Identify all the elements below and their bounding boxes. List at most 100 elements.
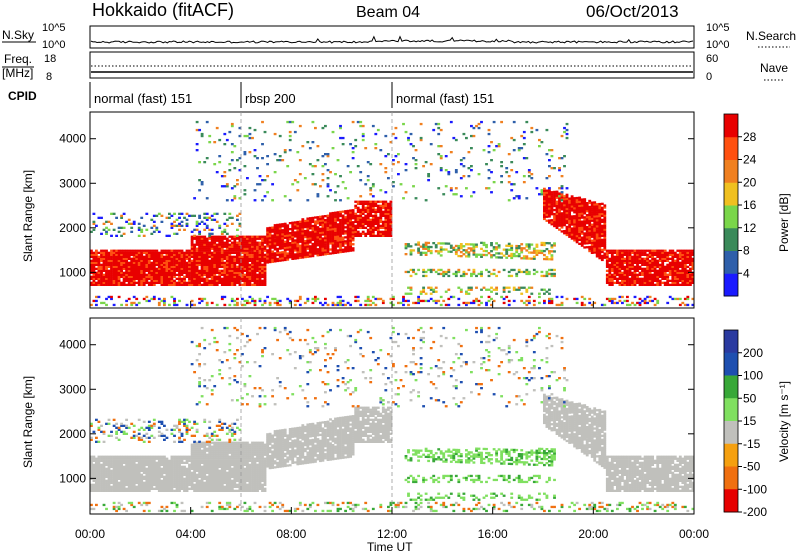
power-cell <box>633 279 637 282</box>
power-cell <box>676 281 680 284</box>
velocity-cell <box>105 463 108 466</box>
power-cell <box>568 199 572 202</box>
power-cell <box>203 271 207 274</box>
power-cell <box>563 206 566 209</box>
power-cell <box>558 200 561 203</box>
power-cell <box>341 181 345 184</box>
power-cell <box>565 197 569 201</box>
power-cell <box>359 171 363 174</box>
power-cell <box>281 239 285 242</box>
power-cell <box>293 227 297 230</box>
power-cell <box>157 281 161 284</box>
power-cell <box>324 153 327 156</box>
power-cell <box>122 275 126 278</box>
power-cell <box>238 279 242 282</box>
power-cell <box>198 301 202 305</box>
power-cell <box>550 193 554 196</box>
power-cell <box>110 281 113 284</box>
power-cell <box>676 297 680 301</box>
power-cell <box>150 249 154 252</box>
power-cell <box>170 255 174 258</box>
power-cell <box>517 147 521 150</box>
power-cell <box>165 273 169 276</box>
power-cell <box>273 246 277 249</box>
power-cell <box>266 191 270 194</box>
power-cell <box>256 237 259 240</box>
velocity-cell <box>107 465 111 468</box>
power-cell <box>256 235 259 238</box>
power-cell <box>404 270 408 274</box>
power-cell <box>135 259 139 262</box>
power-cell <box>238 235 242 238</box>
power-cell <box>490 256 493 259</box>
power-cell <box>686 249 690 252</box>
power-cell <box>344 240 348 243</box>
power-cell <box>223 212 227 215</box>
power-cell <box>298 256 302 259</box>
power-cell <box>248 263 252 266</box>
velocity-cell <box>110 485 113 488</box>
power-cell <box>339 242 342 246</box>
power-cell <box>256 241 259 244</box>
power-cell <box>613 277 617 280</box>
velocity-cell <box>102 440 106 443</box>
power-cell <box>495 286 499 289</box>
power-cell <box>178 277 181 280</box>
power-cell <box>522 175 526 178</box>
power-cell <box>163 251 166 254</box>
power-cell <box>570 233 574 236</box>
power-cell <box>261 237 264 240</box>
power-cell <box>550 274 554 278</box>
power-cell <box>198 230 202 233</box>
power-cell <box>248 271 252 274</box>
power-cell <box>361 134 365 138</box>
power-cell <box>326 155 330 158</box>
power-cell <box>135 273 139 276</box>
power-cell <box>228 249 232 252</box>
power-cell <box>608 283 612 286</box>
power-cell <box>115 273 119 276</box>
power-cell <box>198 269 202 272</box>
power-cell <box>631 257 634 260</box>
power-cell <box>510 256 514 260</box>
power-cell <box>92 212 96 215</box>
power-cell <box>628 263 632 266</box>
power-cell <box>472 251 476 254</box>
velocity-cell <box>115 461 119 464</box>
power-cell <box>470 124 473 128</box>
power-cell <box>673 281 677 284</box>
power-cell <box>417 301 421 305</box>
power-cell <box>638 265 642 268</box>
power-cell <box>603 232 607 235</box>
power-cell <box>668 265 672 268</box>
power-cell <box>102 277 106 280</box>
power-cell <box>190 245 194 248</box>
power-cell <box>205 212 209 215</box>
power-cell <box>397 161 400 164</box>
power-cell <box>120 257 124 260</box>
power-cell <box>636 275 639 278</box>
power-cell <box>160 253 164 256</box>
power-cell <box>402 295 405 299</box>
power-cell <box>598 216 602 220</box>
power-cell <box>145 253 149 256</box>
velocity-cell <box>102 461 106 464</box>
power-cell <box>598 243 602 246</box>
power-cell <box>371 208 375 211</box>
power-cell <box>102 257 106 260</box>
power-cell <box>600 240 604 243</box>
velocity-cell <box>120 469 124 472</box>
velocity-cell <box>92 485 96 488</box>
power-cell <box>286 234 290 237</box>
power-cell <box>600 238 604 241</box>
power-cell <box>412 270 415 274</box>
power-cell <box>160 279 164 282</box>
power-cell <box>691 303 695 307</box>
power-cell <box>344 212 348 215</box>
power-cell <box>351 231 355 234</box>
power-cell <box>213 269 217 272</box>
power-cell <box>253 263 257 266</box>
power-cell <box>251 239 254 242</box>
power-cell <box>623 273 627 276</box>
power-cell <box>588 213 592 217</box>
